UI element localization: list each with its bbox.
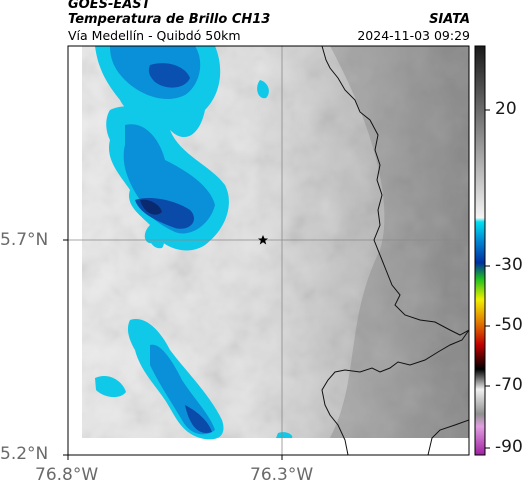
- cloud-cluster-south: [95, 319, 293, 440]
- colorbar-tick-label: -30: [495, 255, 523, 275]
- x-tick-label: 76.3°W: [250, 465, 314, 485]
- y-tick-label: 5.2°N: [0, 444, 49, 464]
- product-title: Temperatura de Brillo CH13: [68, 12, 271, 27]
- y-tick-label: 5.7°N: [0, 230, 49, 250]
- x-tick-label: 76.8°W: [35, 465, 99, 485]
- colorbar-tick-label: -50: [495, 315, 523, 335]
- colorbar: [474, 45, 486, 456]
- timestamp-label: 2024-11-03 09:29: [357, 28, 470, 43]
- route-subtitle: Vía Medellín - Quibdó 50km: [68, 28, 241, 43]
- satellite-title: GOES-EAST: [68, 0, 151, 12]
- satellite-image: [68, 46, 469, 455]
- map-frame: [67, 45, 470, 456]
- colorbar-tick-label: 20: [495, 99, 517, 119]
- department-boundary: [321, 46, 469, 336]
- cloud-cluster-north: [95, 46, 269, 138]
- organization-label: SIATA: [429, 12, 470, 27]
- star-icon: [258, 235, 268, 245]
- colorbar-tick-label: -70: [495, 375, 523, 395]
- cloud-cluster-central: [106, 106, 229, 251]
- department-boundary-south: [321, 329, 469, 455]
- colorbar-tick-label: -90: [495, 437, 523, 457]
- department-boundary-east: [427, 419, 469, 455]
